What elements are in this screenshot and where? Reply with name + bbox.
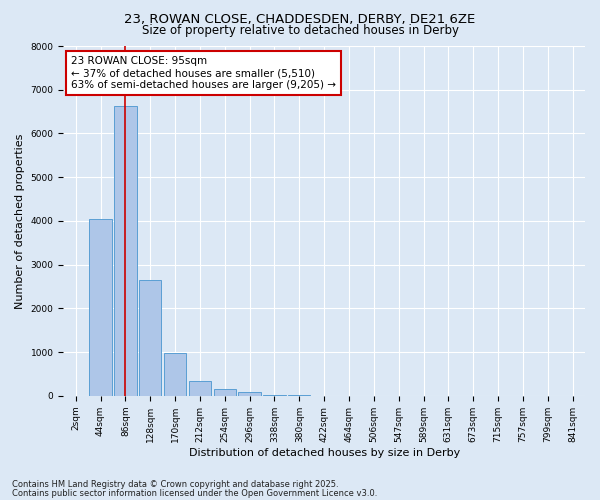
Bar (89, 218, 112, 396)
Bar (114, 106, 137, 396)
Text: Contains HM Land Registry data © Crown copyright and database right 2025.: Contains HM Land Registry data © Crown c… (12, 480, 338, 489)
Bar (263, 394, 286, 396)
Bar (238, 392, 261, 396)
Text: 23 ROWAN CLOSE: 95sqm
← 37% of detached houses are smaller (5,510)
63% of semi-d: 23 ROWAN CLOSE: 95sqm ← 37% of detached … (71, 56, 336, 90)
Bar (139, 280, 161, 396)
Text: Size of property relative to detached houses in Derby: Size of property relative to detached ho… (142, 24, 458, 37)
X-axis label: Distribution of detached houses by size in Derby: Distribution of detached houses by size … (188, 448, 460, 458)
Bar (214, 389, 236, 396)
Text: 23, ROWAN CLOSE, CHADDESDEN, DERBY, DE21 6ZE: 23, ROWAN CLOSE, CHADDESDEN, DERBY, DE21… (124, 12, 476, 26)
Bar (189, 380, 211, 396)
Y-axis label: Number of detached properties: Number of detached properties (15, 133, 25, 308)
Bar (164, 354, 186, 396)
Text: Contains public sector information licensed under the Open Government Licence v3: Contains public sector information licen… (12, 488, 377, 498)
